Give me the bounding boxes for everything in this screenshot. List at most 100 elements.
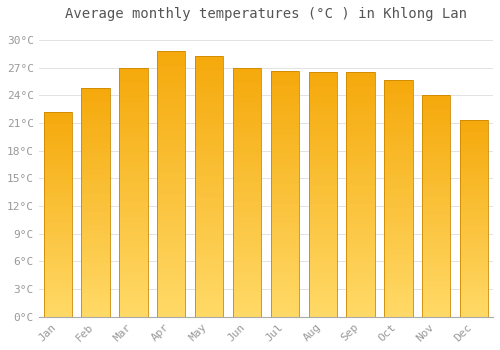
Bar xyxy=(44,120,72,124)
Bar xyxy=(44,206,72,210)
Bar xyxy=(460,199,488,203)
Bar xyxy=(308,199,337,204)
Bar xyxy=(460,226,488,230)
Bar xyxy=(44,153,72,157)
Bar xyxy=(422,237,450,241)
Bar xyxy=(233,242,261,247)
Bar xyxy=(460,175,488,179)
Bar xyxy=(119,88,148,93)
Bar xyxy=(233,262,261,267)
Bar xyxy=(233,267,261,272)
Bar xyxy=(346,234,375,239)
Bar xyxy=(82,221,110,225)
Bar xyxy=(195,66,224,71)
Bar xyxy=(346,160,375,165)
Bar xyxy=(346,112,375,117)
Bar xyxy=(44,157,72,161)
Bar xyxy=(82,120,110,125)
Bar xyxy=(82,138,110,143)
Bar xyxy=(44,215,72,218)
Bar xyxy=(270,228,299,233)
Bar xyxy=(384,307,412,312)
Bar xyxy=(157,184,186,189)
Bar xyxy=(157,269,186,274)
Bar xyxy=(422,206,450,211)
Bar xyxy=(270,248,299,253)
Bar xyxy=(44,194,72,198)
Bar xyxy=(346,297,375,302)
Bar xyxy=(422,96,450,317)
Bar xyxy=(308,146,337,150)
Bar xyxy=(346,82,375,87)
Bar xyxy=(346,146,375,150)
Bar xyxy=(422,126,450,131)
Bar xyxy=(82,280,110,285)
Bar xyxy=(195,56,224,317)
Bar xyxy=(119,172,148,177)
Bar xyxy=(346,117,375,121)
Bar xyxy=(308,82,337,87)
Bar xyxy=(157,115,186,120)
Bar xyxy=(119,83,148,88)
Bar xyxy=(44,177,72,182)
Bar xyxy=(119,282,148,287)
Bar xyxy=(346,258,375,263)
Bar xyxy=(195,113,224,118)
Bar xyxy=(308,180,337,185)
Bar xyxy=(460,207,488,211)
Bar xyxy=(422,273,450,277)
Bar xyxy=(82,93,110,97)
Bar xyxy=(308,107,337,112)
Bar xyxy=(422,241,450,246)
Bar xyxy=(195,176,224,181)
Bar xyxy=(460,238,488,242)
Bar xyxy=(308,141,337,146)
Bar xyxy=(422,259,450,264)
Bar xyxy=(346,253,375,258)
Bar xyxy=(44,296,72,300)
Bar xyxy=(346,307,375,312)
Bar xyxy=(460,281,488,285)
Bar xyxy=(270,140,299,145)
Bar xyxy=(233,153,261,158)
Bar xyxy=(82,262,110,266)
Bar xyxy=(270,95,299,100)
Bar xyxy=(119,252,148,257)
Bar xyxy=(346,224,375,229)
Bar xyxy=(82,189,110,193)
Bar xyxy=(119,118,148,122)
Bar xyxy=(346,107,375,112)
Bar xyxy=(233,182,261,187)
Bar xyxy=(119,207,148,212)
Bar xyxy=(270,287,299,292)
Bar xyxy=(346,248,375,253)
Bar xyxy=(422,122,450,126)
Bar xyxy=(460,278,488,281)
Bar xyxy=(119,257,148,262)
Bar xyxy=(44,169,72,174)
Bar xyxy=(157,136,186,141)
Bar xyxy=(308,278,337,282)
Bar xyxy=(422,215,450,219)
Bar xyxy=(460,293,488,297)
Bar xyxy=(422,233,450,237)
Bar xyxy=(346,136,375,141)
Bar xyxy=(422,118,450,122)
Bar xyxy=(270,71,299,317)
Bar xyxy=(119,227,148,232)
Bar xyxy=(157,264,186,269)
Bar xyxy=(384,212,412,217)
Bar xyxy=(82,239,110,244)
Bar xyxy=(44,284,72,288)
Bar xyxy=(460,187,488,191)
Bar xyxy=(460,183,488,187)
Bar xyxy=(346,204,375,209)
Bar xyxy=(119,302,148,307)
Bar xyxy=(157,243,186,248)
Bar xyxy=(82,152,110,157)
Bar xyxy=(233,93,261,98)
Bar xyxy=(460,266,488,270)
Bar xyxy=(460,309,488,313)
Bar xyxy=(422,149,450,153)
Bar xyxy=(422,188,450,193)
